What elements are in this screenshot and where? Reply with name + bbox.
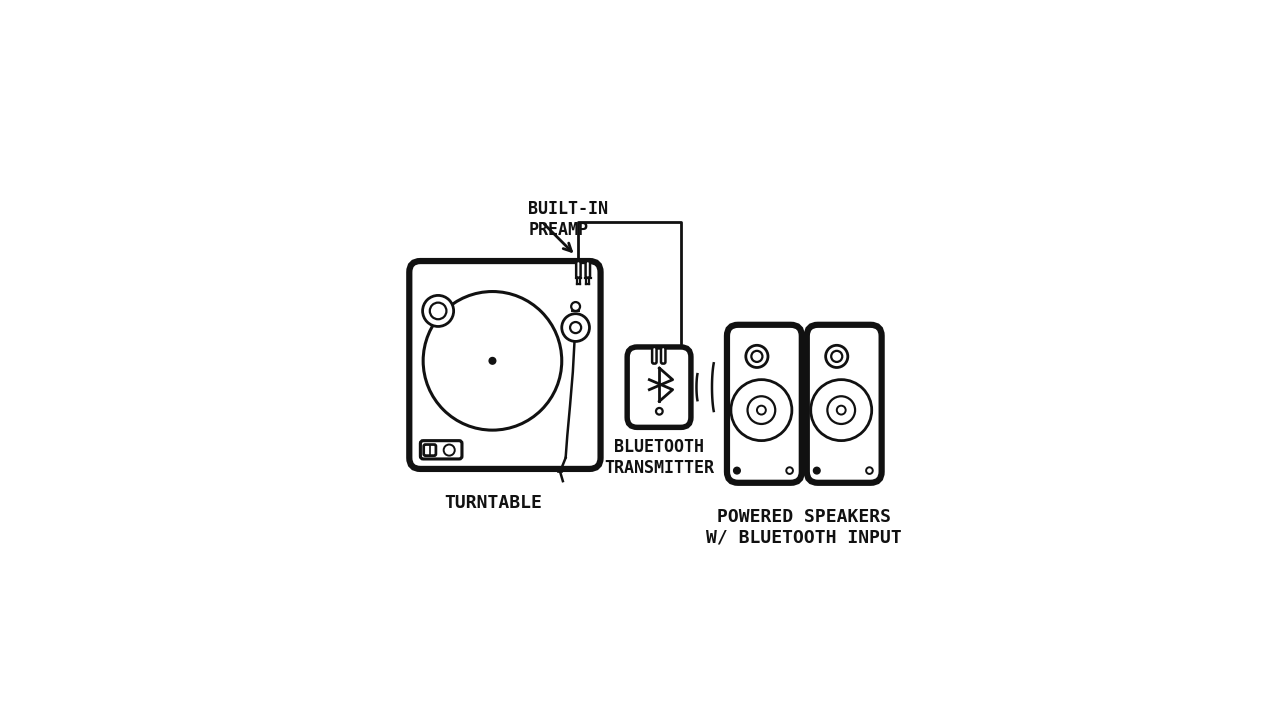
FancyBboxPatch shape: [660, 347, 666, 364]
Circle shape: [810, 379, 872, 441]
FancyBboxPatch shape: [420, 441, 462, 459]
Text: BUILT-IN
PREAMP: BUILT-IN PREAMP: [529, 200, 608, 239]
Circle shape: [570, 322, 581, 333]
Text: BLUETOOTH
TRANSMITTER: BLUETOOTH TRANSMITTER: [604, 438, 714, 477]
Circle shape: [655, 408, 663, 415]
Circle shape: [430, 302, 447, 319]
Circle shape: [731, 379, 792, 441]
Circle shape: [827, 396, 855, 424]
FancyBboxPatch shape: [585, 261, 590, 278]
Circle shape: [746, 346, 768, 367]
Circle shape: [814, 467, 820, 474]
FancyBboxPatch shape: [410, 261, 600, 469]
Circle shape: [424, 292, 562, 430]
FancyBboxPatch shape: [806, 325, 882, 483]
FancyBboxPatch shape: [652, 347, 657, 364]
Circle shape: [444, 444, 454, 456]
Circle shape: [422, 295, 453, 326]
FancyBboxPatch shape: [727, 325, 801, 483]
FancyBboxPatch shape: [576, 261, 581, 278]
Circle shape: [571, 302, 580, 311]
Text: TURNTABLE: TURNTABLE: [444, 494, 543, 512]
Circle shape: [751, 351, 763, 362]
Circle shape: [756, 405, 765, 415]
Circle shape: [867, 467, 873, 474]
Circle shape: [733, 467, 740, 474]
Circle shape: [837, 405, 846, 415]
FancyBboxPatch shape: [424, 444, 436, 456]
Text: POWERED SPEAKERS
W/ BLUETOOTH INPUT: POWERED SPEAKERS W/ BLUETOOTH INPUT: [707, 508, 902, 546]
Circle shape: [786, 467, 792, 474]
Circle shape: [826, 346, 847, 367]
Circle shape: [489, 358, 495, 364]
Circle shape: [748, 396, 776, 424]
Circle shape: [562, 314, 590, 341]
Circle shape: [831, 351, 842, 362]
FancyBboxPatch shape: [627, 347, 691, 428]
